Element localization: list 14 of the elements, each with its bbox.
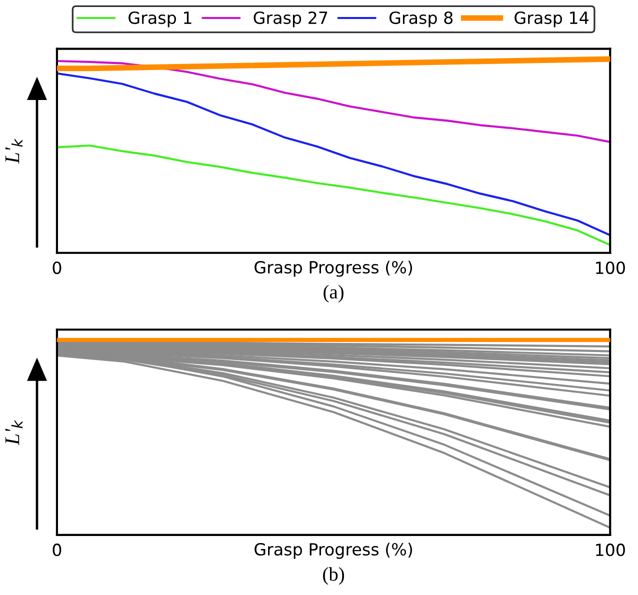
legend-label: Grasp 8 (389, 11, 453, 28)
x-axis-title: Grasp Progress (%) (254, 260, 412, 277)
x-tick-label: 100 (596, 544, 625, 556)
y-axis-title: L'$_{k}$ (5, 420, 23, 446)
x-tick-label: 100 (596, 262, 625, 274)
legend-label: Grasp 1 (128, 11, 192, 28)
y-axis-title: L'$_{k}$ (5, 138, 23, 164)
x-axis-title: Grasp Progress (%) (254, 542, 412, 559)
x-tick-label: 0 (52, 262, 62, 274)
legend-label: Grasp 14 (514, 11, 589, 28)
text: (a) (324, 284, 344, 303)
text: (b) (323, 567, 344, 585)
legend-label: Grasp 27 (254, 11, 328, 28)
x-tick-label: 0 (52, 544, 62, 556)
